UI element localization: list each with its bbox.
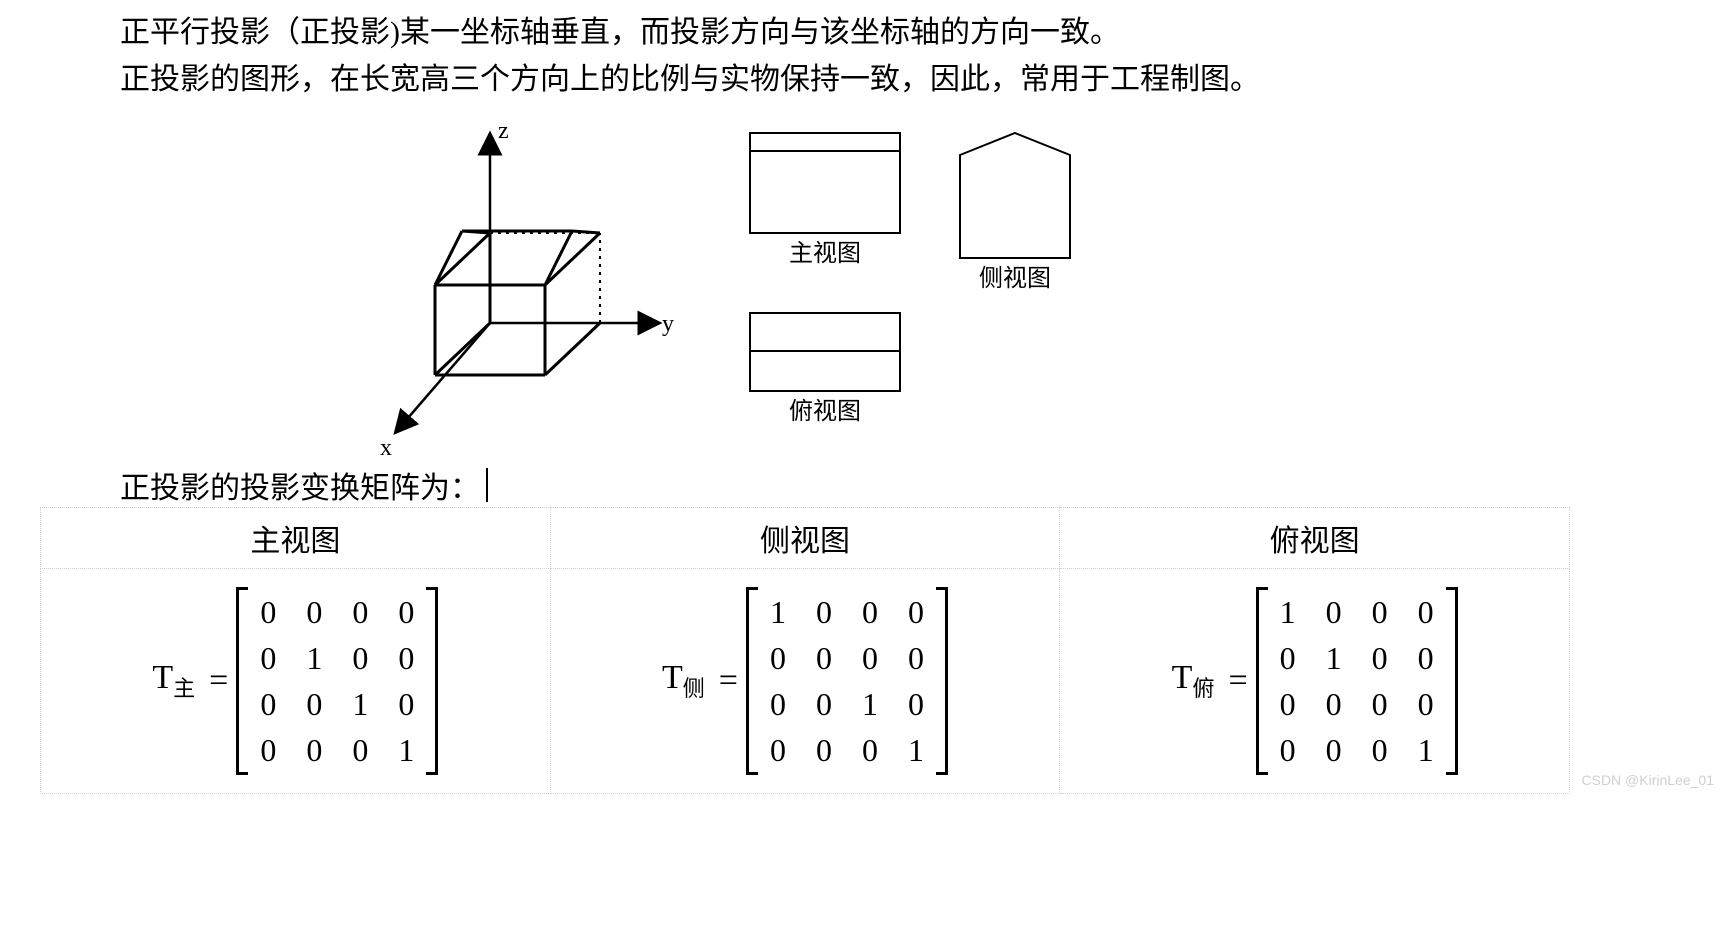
- matrix-cell-value: 0: [1418, 686, 1434, 723]
- T-sub-side: 侧: [683, 676, 705, 701]
- matrix-cell-value: 0: [1418, 594, 1434, 631]
- matrix-cell-value: 0: [770, 732, 786, 769]
- matrix-cell-value: 0: [908, 594, 924, 631]
- matrix-cell-value: 1: [306, 640, 322, 677]
- matrix-cell-value: 0: [816, 594, 832, 631]
- matrix-cell-value: 0: [1326, 686, 1342, 723]
- transformation-heading-text: 正投影的投影变换矩阵为：: [120, 463, 480, 507]
- matrix-cell-value: 0: [862, 640, 878, 677]
- col-header-front: 主视图: [41, 508, 551, 569]
- matrix-cell-value: 1: [398, 732, 414, 769]
- matrix-cell-value: 0: [1372, 686, 1388, 723]
- matrix-cell-value: 0: [1372, 594, 1388, 631]
- matrix-cell-top: T俯 = 1000010000000001: [1060, 569, 1570, 794]
- matrix-cell-value: 1: [1418, 732, 1434, 769]
- page: 正平行投影（正投影)某一坐标轴垂直，而投影方向与该坐标轴的方向一致。 正投影的图…: [0, 0, 1724, 794]
- col-header-top: 俯视图: [1060, 508, 1570, 569]
- watermark: CSDN @KirinLee_01: [1582, 772, 1715, 788]
- T-sub-top: 俯: [1192, 676, 1214, 701]
- matrix-cell-value: 0: [260, 732, 276, 769]
- matrix-cell-value: 0: [398, 594, 414, 631]
- matrix-cell-value: 0: [398, 640, 414, 677]
- matrix-cell-value: 0: [352, 732, 368, 769]
- T-symbol: T: [662, 659, 683, 696]
- top-view: 俯视图: [750, 313, 900, 425]
- matrix-cell-value: 1: [862, 686, 878, 723]
- matrix-cell-value: 0: [352, 640, 368, 677]
- matrix-cell-value: 0: [1326, 594, 1342, 631]
- matrix-cell-value: 0: [1418, 640, 1434, 677]
- transformation-heading: 正投影的投影变换矩阵为：: [0, 463, 1724, 507]
- matrix-cell-value: 0: [770, 686, 786, 723]
- matrix-cell-value: 0: [352, 594, 368, 631]
- matrix-cell-side: T侧 = 1000000000100001: [550, 569, 1060, 794]
- matrix-cell-value: 0: [770, 640, 786, 677]
- paragraph-1: 正平行投影（正投影)某一坐标轴垂直，而投影方向与该坐标轴的方向一致。 正投影的图…: [0, 0, 1724, 103]
- matrix-cell-value: 0: [1280, 732, 1296, 769]
- matrix-cell-value: 0: [1372, 640, 1388, 677]
- matrix-cell-value: 0: [306, 732, 322, 769]
- figure-row: z y x: [0, 113, 1724, 463]
- matrix-cell-value: 0: [1372, 732, 1388, 769]
- T-symbol: T: [1172, 659, 1193, 696]
- matrix-side: 1000000000100001: [746, 587, 948, 775]
- T-sub-front: 主: [173, 676, 195, 701]
- axes-3d-diagram: z y x: [340, 113, 680, 463]
- matrix-cell-value: 0: [398, 686, 414, 723]
- matrix-cell-value: 1: [770, 594, 786, 631]
- matrix-cell-value: 1: [908, 732, 924, 769]
- axis-label-z: z: [498, 118, 509, 144]
- col-header-side: 侧视图: [550, 508, 1060, 569]
- text-cursor: [486, 468, 488, 502]
- matrix-cell-value: 0: [260, 594, 276, 631]
- matrix-cell-value: 0: [1280, 686, 1296, 723]
- matrix-table: 主视图 侧视图 俯视图 T主 = 0000010000100001: [40, 507, 1570, 794]
- matrix-cell-value: 0: [1326, 732, 1342, 769]
- matrix-cell-value: 0: [306, 594, 322, 631]
- matrix-cell-value: 0: [862, 732, 878, 769]
- matrix-cell-value: 0: [908, 640, 924, 677]
- matrix-cell-value: 0: [260, 686, 276, 723]
- equals-sign: =: [719, 662, 738, 700]
- matrix-cell-value: 0: [908, 686, 924, 723]
- side-view-label: 侧视图: [979, 265, 1051, 292]
- matrix-front: 0000010000100001: [236, 587, 438, 775]
- front-view: 主视图: [750, 133, 900, 267]
- matrix-cell-value: 1: [1326, 640, 1342, 677]
- matrix-cell-value: 0: [260, 640, 276, 677]
- top-view-label: 俯视图: [789, 398, 861, 425]
- matrix-top: 1000010000000001: [1256, 587, 1458, 775]
- matrix-cell-value: 0: [306, 686, 322, 723]
- matrix-cell-value: 0: [816, 732, 832, 769]
- axis-label-x: x: [380, 435, 392, 461]
- matrix-cell-value: 0: [816, 640, 832, 677]
- T-symbol: T: [152, 659, 173, 696]
- equals-sign: =: [209, 662, 228, 700]
- matrix-cell-value: 1: [352, 686, 368, 723]
- side-view: 侧视图: [960, 133, 1070, 292]
- matrix-cell-value: 0: [816, 686, 832, 723]
- matrix-cell-front: T主 = 0000010000100001: [41, 569, 551, 794]
- matrix-cell-value: 0: [1280, 640, 1296, 677]
- equals-sign: =: [1228, 662, 1247, 700]
- axis-label-y: y: [662, 311, 674, 337]
- orthographic-views: 主视图 侧视图 俯视图: [730, 123, 1150, 443]
- matrix-cell-value: 0: [862, 594, 878, 631]
- matrix-cell-value: 1: [1280, 594, 1296, 631]
- front-view-label: 主视图: [789, 240, 861, 267]
